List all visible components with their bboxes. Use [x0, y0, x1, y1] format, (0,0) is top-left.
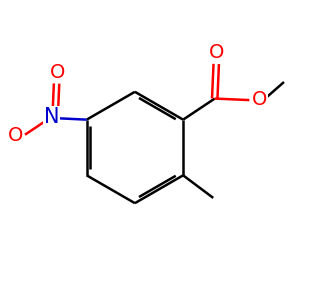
Text: O: O [251, 90, 267, 109]
Text: O: O [209, 43, 224, 62]
Text: O: O [8, 126, 23, 145]
Text: O: O [50, 63, 65, 82]
Text: N: N [44, 107, 59, 127]
